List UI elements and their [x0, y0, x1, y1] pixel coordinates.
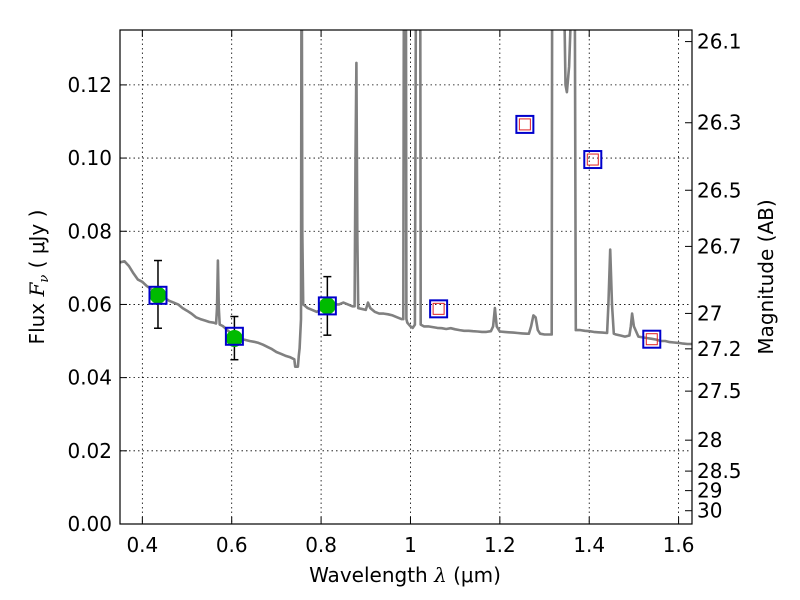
y-tick-label: 0.08 [67, 219, 112, 243]
y-tick-label: 0.04 [67, 366, 112, 390]
plot-frame [119, 29, 693, 525]
x-tick-label: 1 [404, 533, 417, 557]
y2-tick-label: 28.5 [697, 459, 742, 483]
y2-tick-label: 27.2 [697, 337, 742, 361]
observed-point [318, 297, 336, 315]
predicted-photometry-squares [432, 118, 658, 346]
y-tick-label: 0.12 [67, 73, 112, 97]
y2-tick-label: 29 [697, 479, 722, 503]
error-bars [153, 259, 332, 361]
x-tick-label: 1.2 [484, 533, 516, 557]
x-tick-label: 0.6 [216, 533, 248, 557]
y2-tick-label: 30 [697, 499, 722, 523]
observed-point [149, 286, 167, 304]
y2-tick-label: 26.7 [697, 234, 742, 258]
y-tick-label: 0.00 [67, 512, 112, 536]
model-square [642, 329, 662, 349]
y2-tick-label: 26.5 [697, 178, 742, 202]
x-axis-ticks: 0.4 0.6 0.8 1 1.2 1.4 1.6 [126, 30, 695, 557]
x-tick-label: 1.6 [663, 533, 695, 557]
model-square [317, 296, 337, 316]
y2-tick-label: 28 [697, 428, 722, 452]
x-tick-label: 0.8 [305, 533, 337, 557]
observed-point [225, 329, 243, 347]
y-axis-ticks: 0.00 0.02 0.04 0.06 0.08 0.10 0.12 [67, 73, 127, 536]
y-tick-label: 0.06 [67, 292, 112, 316]
model-square [515, 114, 535, 134]
y2-tick-label: 27 [697, 301, 722, 325]
predicted-square [518, 118, 531, 131]
y2-tick-label: 26.1 [697, 30, 742, 54]
model-square [148, 285, 168, 305]
x-tick-label: 0.4 [126, 533, 158, 557]
predicted-square [432, 302, 445, 315]
y-axis-label: Flux Fν ( μJy ) [25, 210, 52, 345]
y-tick-label: 0.02 [67, 439, 112, 463]
predicted-square [586, 153, 599, 166]
observed-points [149, 286, 336, 347]
model-square [224, 326, 244, 346]
model-photometry-squares [148, 114, 662, 349]
x-tick-label: 1.4 [573, 533, 605, 557]
predicted-square [645, 333, 658, 346]
x-axis-label: Wavelength λ (μm) [309, 563, 501, 587]
model-square [429, 299, 449, 319]
model-square [583, 150, 603, 170]
y2-tick-label: 26.3 [697, 111, 742, 135]
y2-axis-label: Magnitude (AB) [754, 199, 778, 354]
y2-tick-label: 27.5 [697, 379, 742, 403]
y-tick-label: 0.10 [67, 146, 112, 170]
